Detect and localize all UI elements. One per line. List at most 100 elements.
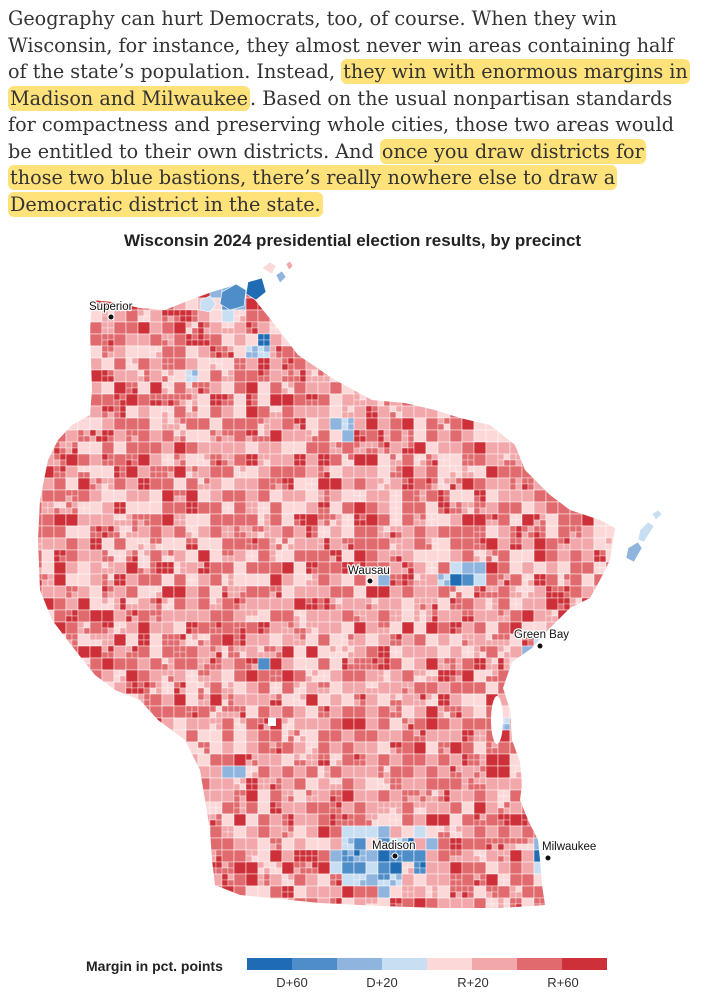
precinct bbox=[65, 477, 79, 491]
precinct bbox=[593, 513, 607, 527]
precinct bbox=[155, 873, 163, 881]
precinct bbox=[335, 783, 343, 791]
precinct bbox=[149, 441, 163, 455]
precinct bbox=[599, 447, 607, 455]
precinct bbox=[389, 609, 397, 617]
precinct bbox=[185, 453, 199, 467]
precinct bbox=[551, 369, 559, 377]
precinct bbox=[167, 789, 175, 797]
precinct bbox=[365, 657, 373, 665]
precinct bbox=[281, 585, 295, 599]
precinct bbox=[624, 496, 630, 502]
precinct bbox=[83, 669, 91, 677]
precinct bbox=[113, 555, 121, 563]
precinct bbox=[89, 285, 103, 287]
precinct bbox=[485, 399, 493, 407]
precinct bbox=[281, 873, 289, 881]
precinct bbox=[515, 771, 523, 779]
precinct bbox=[161, 405, 169, 413]
precinct bbox=[347, 813, 355, 821]
precinct bbox=[257, 789, 271, 803]
precinct bbox=[203, 567, 211, 575]
precinct bbox=[125, 369, 139, 383]
precinct bbox=[413, 297, 427, 311]
precinct bbox=[227, 525, 235, 533]
precinct bbox=[126, 262, 132, 268]
precinct bbox=[419, 801, 427, 809]
precinct bbox=[449, 681, 463, 695]
precinct bbox=[197, 453, 205, 461]
precinct bbox=[167, 417, 175, 425]
precinct bbox=[569, 609, 583, 623]
precinct bbox=[389, 747, 397, 755]
precinct bbox=[209, 477, 223, 491]
precinct bbox=[209, 585, 223, 599]
precinct bbox=[587, 663, 595, 671]
precinct bbox=[203, 843, 211, 851]
precinct bbox=[401, 567, 409, 575]
precinct bbox=[227, 459, 235, 467]
precinct bbox=[30, 442, 36, 448]
precinct bbox=[101, 411, 109, 419]
precinct bbox=[293, 609, 301, 617]
precinct bbox=[467, 783, 475, 791]
precinct bbox=[347, 645, 355, 653]
precinct bbox=[107, 333, 115, 341]
precinct bbox=[575, 603, 583, 611]
precinct bbox=[341, 741, 355, 755]
precinct bbox=[287, 891, 295, 899]
precinct bbox=[587, 489, 595, 497]
precinct bbox=[161, 363, 169, 371]
precinct bbox=[173, 759, 181, 767]
precinct bbox=[233, 621, 241, 629]
precinct bbox=[239, 309, 247, 317]
precinct bbox=[275, 405, 283, 413]
precinct bbox=[191, 711, 199, 719]
precinct bbox=[269, 297, 283, 311]
precinct bbox=[521, 309, 535, 323]
precinct bbox=[101, 603, 109, 611]
precinct bbox=[275, 645, 283, 653]
precinct bbox=[173, 837, 187, 851]
precinct bbox=[299, 687, 307, 695]
precinct bbox=[509, 477, 517, 485]
precinct bbox=[89, 369, 103, 383]
precinct bbox=[161, 861, 175, 875]
precinct bbox=[107, 693, 115, 701]
precinct bbox=[269, 609, 283, 623]
precinct bbox=[533, 825, 547, 839]
precinct bbox=[347, 849, 355, 857]
precinct bbox=[509, 777, 523, 791]
precinct bbox=[449, 483, 457, 491]
precinct bbox=[245, 327, 253, 335]
precinct bbox=[593, 867, 601, 875]
precinct bbox=[161, 633, 169, 641]
precinct bbox=[593, 561, 601, 569]
precinct bbox=[107, 705, 115, 713]
precinct bbox=[437, 525, 451, 539]
precinct bbox=[449, 705, 457, 713]
precinct bbox=[413, 321, 427, 335]
precinct bbox=[101, 351, 109, 359]
precinct bbox=[515, 417, 523, 425]
precinct bbox=[221, 831, 229, 839]
precinct bbox=[59, 315, 67, 323]
precinct bbox=[281, 393, 295, 407]
precinct bbox=[317, 789, 331, 803]
precinct bbox=[581, 669, 595, 683]
precinct bbox=[119, 531, 127, 539]
precinct bbox=[149, 741, 163, 755]
precinct bbox=[209, 723, 217, 731]
precinct bbox=[161, 513, 175, 527]
precinct bbox=[161, 561, 169, 569]
precinct bbox=[257, 465, 271, 479]
precinct bbox=[239, 585, 247, 593]
article-text: Geography can hurt Democrats, too, of co… bbox=[8, 7, 674, 83]
precinct bbox=[479, 291, 487, 299]
precinct bbox=[269, 357, 283, 371]
precinct bbox=[227, 369, 235, 377]
precinct bbox=[41, 789, 55, 803]
precinct bbox=[209, 285, 223, 299]
precinct bbox=[239, 621, 247, 629]
precinct bbox=[137, 813, 151, 827]
